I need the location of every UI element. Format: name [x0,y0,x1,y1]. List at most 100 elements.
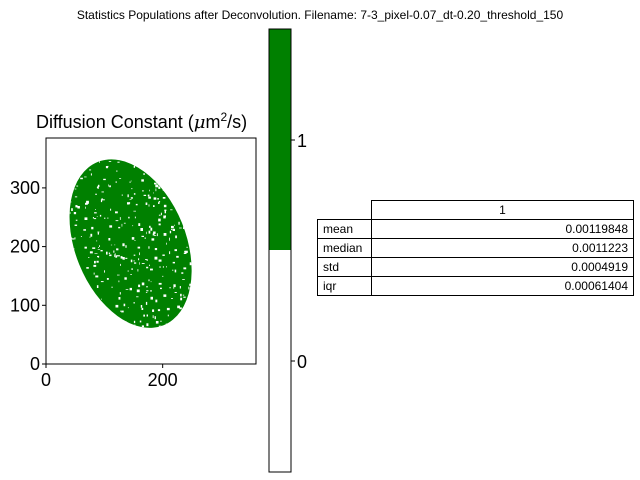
map-gap [177,305,180,309]
diffusion-map-axes: 0 200 0 100 200 300 [10,137,257,390]
map-gap [158,223,161,226]
map-gap [125,289,129,290]
map-gap [116,170,118,172]
map-gap [85,206,86,209]
map-frame [45,137,257,365]
map-gap [143,173,145,175]
map-gap [97,232,99,235]
table-cell-value: 0.0011223 [371,238,634,258]
map-gap [181,272,184,274]
table-column-header: 1 [371,200,634,220]
map-gap [141,282,145,286]
map-gap [153,197,157,200]
map-gap [100,250,103,252]
map-gap [80,236,82,237]
table-cell-value: 0.00061404 [371,276,634,296]
map-gap [129,199,132,200]
map-gap [167,314,169,317]
map-gap [160,287,162,290]
map-gap [124,277,127,280]
map-gap [97,249,101,250]
map-y-tick-label: 200 [10,237,40,257]
map-gap [94,212,97,214]
map-gap [151,238,155,241]
table-row: iqr 0.00061404 [317,276,634,296]
map-gap [150,290,152,292]
map-gap [158,186,161,189]
map-gap [175,235,177,239]
map-gap [94,253,98,254]
map-gap [69,212,71,214]
map-gap [154,256,158,260]
map-gap [109,225,113,228]
map-gap [122,243,125,247]
map-gap [104,270,105,273]
map-gap [153,192,154,194]
figure-title: Statistics Populations after Deconvoluti… [76,8,564,22]
map-gap [90,173,92,176]
map-gap [99,160,100,163]
map-gap [114,244,116,246]
map-gap [86,201,89,204]
map-gap [148,246,150,249]
map-gap [133,302,135,304]
map-gap [97,185,99,189]
map-gap [154,248,158,251]
map-gap [174,292,177,293]
map-gap [109,254,112,257]
map-gap [93,264,97,267]
map-gap [165,215,166,218]
map-gap [130,180,132,182]
map-gap [141,235,144,237]
map-gap [130,197,133,199]
map-gap [189,262,193,266]
map-gap [153,231,156,234]
colorbar-frame [268,28,292,473]
map-title-unit: m [205,112,221,132]
map-gap [99,245,100,247]
map-gap [144,237,146,239]
map-gap [157,309,161,312]
map-gap [101,199,105,201]
map-gap [96,240,98,242]
map-gap [170,209,173,211]
map-gap [74,188,77,190]
map-gap [108,184,109,187]
map-gap [188,286,190,290]
map-gap [172,261,175,264]
map-gap [95,209,96,210]
map-gap [141,263,145,264]
colorbar-tick-label-1: 1 [297,131,307,151]
map-gap [101,298,102,300]
map-gap [120,263,121,266]
map-gap [86,267,89,269]
map-gap [183,252,187,254]
map-gap [179,227,182,229]
map-gap [114,254,116,258]
colorbar-tick-label-0: 0 [297,352,307,372]
map-gap [155,299,158,303]
map-gap [89,236,91,238]
map-gap [129,287,132,291]
map-gap [133,165,135,168]
map-gap [178,221,180,225]
map-gap [92,217,94,219]
map-gap [146,314,148,317]
map-gap [75,205,78,208]
map-gap [74,196,78,198]
map-gap [95,193,97,195]
map-gap [96,285,99,288]
map-gap [74,237,76,240]
map-gap [74,224,78,226]
map-gap [148,204,150,207]
table-row-label: iqr [317,276,372,296]
map-gap [162,197,166,199]
map-gap [163,215,166,219]
map-gap [182,279,185,280]
colorbar: 1 0 [268,28,307,473]
map-gap [169,230,172,234]
map-gap [130,259,133,263]
map-gap [138,258,140,261]
map-gap [183,296,186,298]
